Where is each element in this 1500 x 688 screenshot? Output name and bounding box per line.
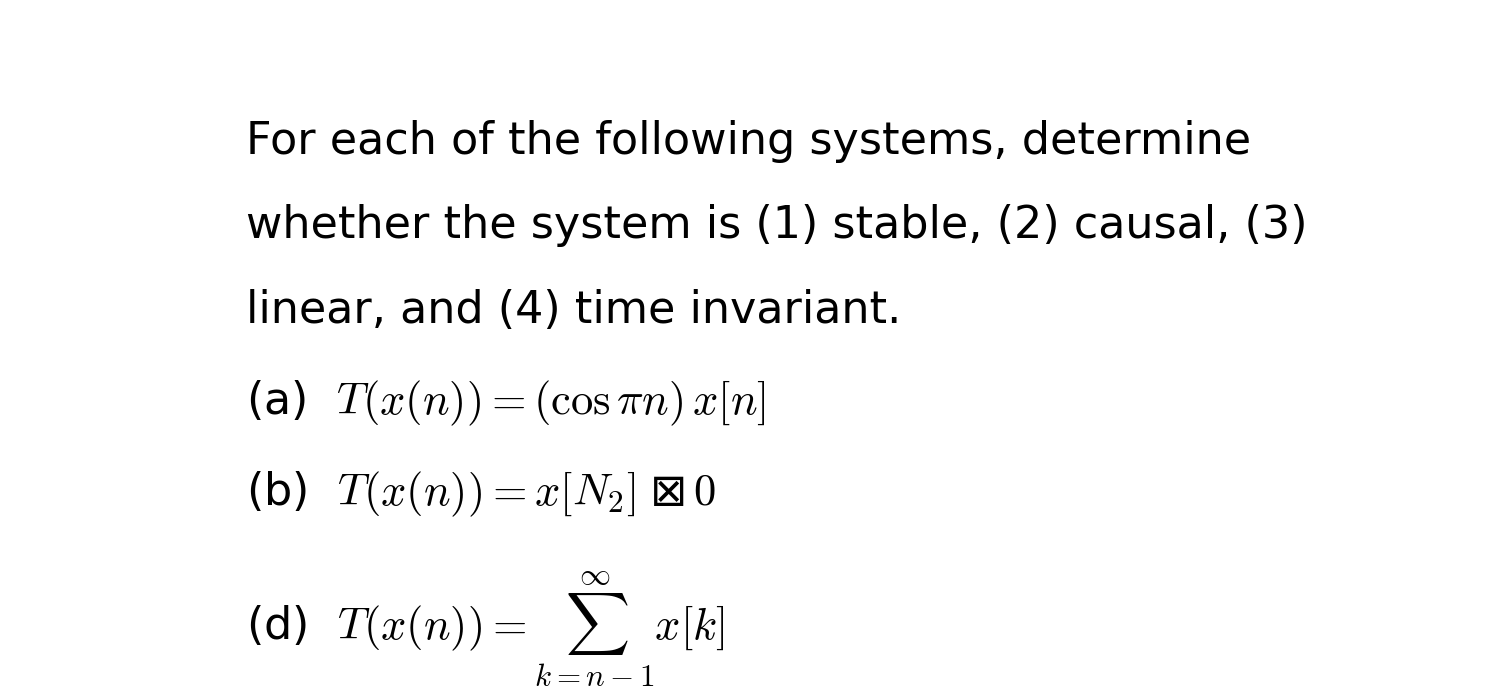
Text: whether the system is (1) stable, (2) causal, (3): whether the system is (1) stable, (2) ca… — [246, 204, 1306, 248]
Text: For each of the following systems, determine: For each of the following systems, deter… — [246, 120, 1251, 162]
Text: linear, and (4) time invariant.: linear, and (4) time invariant. — [246, 289, 901, 332]
Text: (d)  $T(x(n)) = \sum_{k=n-1}^{\infty} x[k]$: (d) $T(x(n)) = \sum_{k=n-1}^{\infty} x[k… — [246, 570, 724, 688]
Text: (b)  $T(x(n)) = x[N_2]\;$⊠$\,0$: (b) $T(x(n)) = x[N_2]\;$⊠$\,0$ — [246, 469, 716, 519]
Text: (a)  $T(x(n)) = (\cos \pi n)\,x[n]$: (a) $T(x(n)) = (\cos \pi n)\,x[n]$ — [246, 379, 765, 429]
